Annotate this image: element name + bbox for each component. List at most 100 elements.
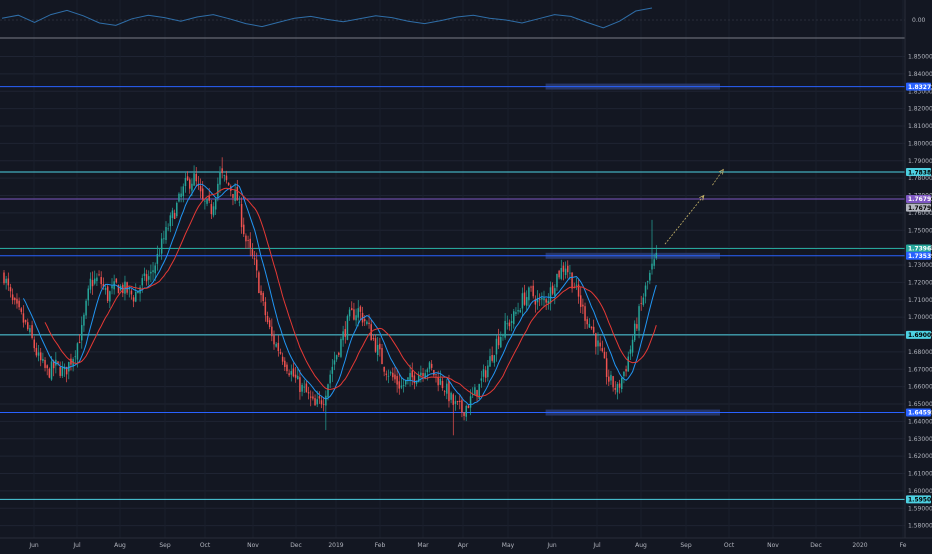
candle [394, 367, 396, 383]
candle-body [381, 348, 383, 365]
x-tick-label: Dec [810, 542, 822, 549]
candle [238, 196, 241, 207]
candle-body [273, 335, 275, 345]
y-tick-label: 1.64000 [908, 418, 932, 425]
candle [126, 281, 128, 295]
candle-body [644, 285, 647, 297]
candle [264, 297, 267, 322]
candle [247, 235, 249, 249]
candle-body [407, 377, 409, 380]
candle-body [279, 352, 282, 354]
candle-body [57, 361, 59, 364]
price-tag[interactable]: 1.76790 [906, 203, 932, 212]
candle-body [227, 182, 230, 186]
price-tag[interactable]: 1.69005 [906, 330, 932, 339]
candle-body [538, 299, 541, 301]
candle-body [225, 175, 228, 181]
candle-body [504, 320, 506, 338]
candle [249, 232, 251, 257]
candle [338, 351, 340, 358]
candle [508, 319, 511, 331]
price-axis[interactable]: 0.001.850001.840001.830001.820001.810001… [904, 0, 932, 538]
candle-body [420, 372, 422, 376]
candle-body [579, 295, 582, 307]
candle [605, 351, 608, 385]
candle [601, 340, 604, 353]
candle-body [471, 394, 474, 396]
candle [439, 370, 442, 386]
candle-body [610, 374, 612, 381]
candle-body [346, 316, 349, 340]
candle-body [37, 352, 40, 356]
arrow-head [699, 194, 705, 201]
candle-body [608, 376, 610, 382]
candle-body [402, 385, 405, 387]
candle [530, 285, 532, 292]
candle-body [549, 287, 552, 304]
candle-body [547, 300, 550, 304]
price-tag[interactable]: 1.78386 [906, 168, 932, 176]
candle-body [258, 272, 260, 294]
candle [340, 336, 342, 359]
candle-body [353, 309, 355, 320]
x-tick-label: Feb [375, 542, 386, 549]
candle [189, 177, 191, 194]
candle-body [551, 285, 554, 294]
candle-body [569, 272, 571, 274]
candle [329, 370, 331, 389]
oscillator-pane [0, 7, 905, 29]
price-tag[interactable]: 1.73968 [906, 244, 932, 253]
oscillator-line [1, 7, 653, 29]
candle [163, 230, 165, 244]
y-tick-label: 1.81000 [908, 123, 932, 130]
candle-body [145, 274, 148, 282]
candle [636, 317, 638, 332]
candle [266, 311, 269, 325]
candle-body [379, 343, 381, 350]
candle [318, 391, 321, 404]
time-axis[interactable]: Jun Jul Aug Sep Oct Nov Dec 2019 Feb Mar Apr May Jun… [0, 537, 932, 550]
candle-body [525, 297, 528, 306]
candle [348, 307, 351, 321]
price-tag-label: 1.59501 [908, 497, 932, 504]
candle-body [409, 373, 411, 381]
candle-body [199, 186, 202, 192]
candle-body [204, 200, 206, 202]
candle-body [389, 372, 392, 374]
candle-body [191, 183, 193, 191]
candle [502, 333, 504, 341]
candle [74, 350, 77, 364]
projection-arrow[interactable] [712, 169, 724, 186]
price-tag-label: 1.73968 [908, 246, 932, 253]
price-tag[interactable]: 1.59501 [906, 495, 932, 504]
candle [33, 336, 35, 352]
price-tag-label: 1.73539 [908, 253, 932, 260]
candle [178, 192, 180, 203]
candle-body [417, 374, 420, 383]
x-tick-label: Sep [159, 542, 171, 549]
candle-body [506, 323, 509, 325]
candle-body [143, 273, 146, 276]
candle [480, 370, 483, 388]
price-tag[interactable]: 1.73539 [906, 251, 932, 260]
y-tick-label: 1.79000 [908, 158, 932, 165]
candle-body [141, 278, 143, 286]
candle-body [117, 285, 120, 294]
candle-body [459, 400, 461, 403]
price-tag[interactable]: 1.76792 [906, 194, 932, 203]
candle [7, 272, 10, 291]
candle [46, 364, 48, 376]
candle [312, 391, 314, 401]
candle-body [424, 373, 426, 379]
candle-body [208, 196, 210, 201]
candle-body [394, 374, 396, 380]
candle-body [575, 284, 578, 286]
price-tag[interactable]: 1.8327x [906, 82, 932, 91]
candle [171, 207, 174, 227]
price-tag[interactable]: 1.64595 [906, 408, 932, 417]
candle-body [452, 394, 455, 405]
candle [383, 366, 385, 377]
candle-body [543, 298, 545, 301]
